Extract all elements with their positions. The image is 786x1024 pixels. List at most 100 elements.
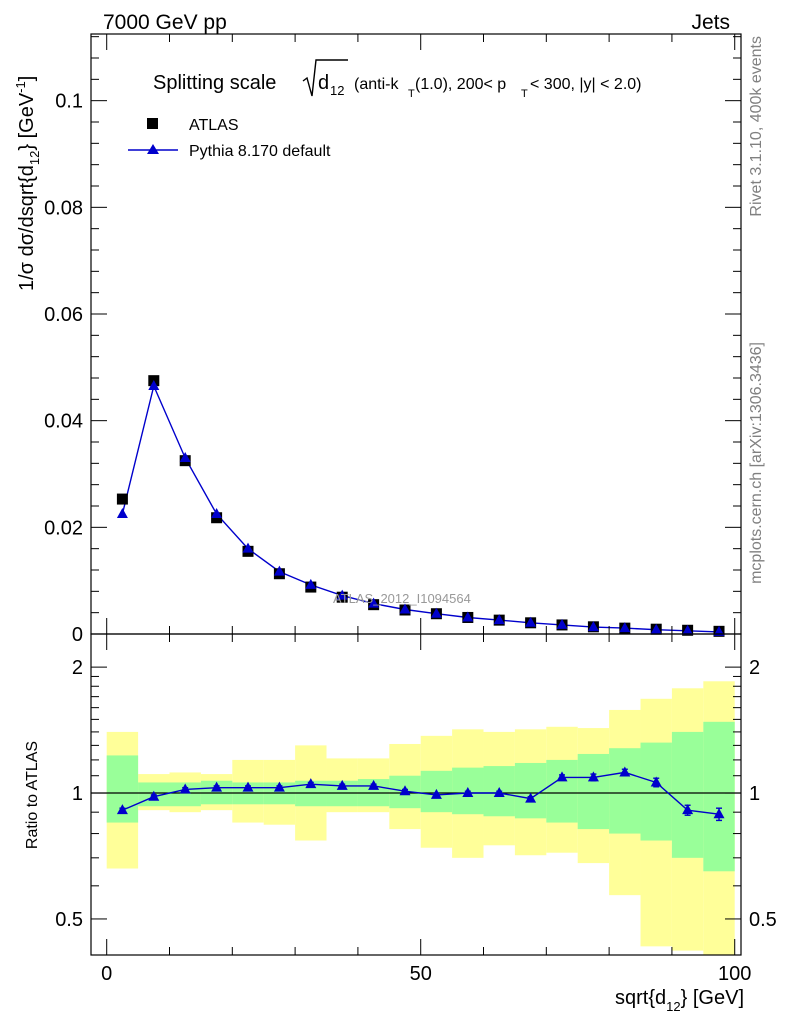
pythia-point [650,623,662,634]
title-cut-mid: (1.0), 200< p [415,76,506,93]
ratio-point [242,781,254,792]
ratio-point [713,808,725,819]
main-ytick-label: 0.04 [44,411,83,433]
pythia-point [336,589,348,600]
legend-mc-label: Pythia 8.170 default [189,143,331,160]
ylabel-part-b: } [GeV [16,92,38,150]
atlas-point [116,493,128,505]
pythia-point [587,621,599,632]
main-ytick-label: 0.02 [44,517,83,539]
pythia-point [462,611,474,622]
legend: ATLAS Pythia 8.170 default [128,117,331,160]
main-panel: 0 0.02 0.04 0.06 0.08 0.1 Splitting scale d 1… [13,33,742,646]
pythia-point [682,624,694,635]
ratio-ytick-label: 0.5 [55,909,83,931]
pythia-point [116,508,128,518]
mcplots-label: mcplots.cern.ch [arXiv:1306.3436] [748,342,765,584]
title-var: d [318,72,329,94]
ylabel-part-a: 1/σ dσ/dsqrt{d [16,165,38,291]
header-jets: Jets [691,11,730,34]
band-inner-bin [703,721,735,872]
ratio-panel: 0.5 0.51 12 20 50 100 Ratio to ATLAS sqrt{d12… [24,633,777,1014]
main-ylabel: 1/σ dσ/dsqrt{d12} [GeV-1] [13,76,42,291]
main-ytick-label: 0 [72,624,83,646]
ratio-axes: 0.5 0.5 1 1 2 2 0 50 100 [55,634,777,985]
plot-title: Splitting scale d 12 (anti-k T (1.0), 20… [153,59,642,100]
ratio-ytick-label-right: 2 [749,657,760,679]
pythia-point [368,597,380,608]
ratio-point [336,779,348,790]
band-inner-bin [514,762,547,819]
main-ytick-label: 0.08 [44,197,83,219]
main-ytick-label: 0.1 [55,91,83,113]
ratio-point [368,779,380,790]
legend-atlas-marker [147,118,158,129]
ratio-marks [91,681,741,955]
ratio-point [305,778,317,789]
band-inner-bin [546,759,578,823]
ratio-xtick-label: 50 [410,963,432,985]
ratio-ytick-label-right: 1 [749,783,760,805]
pythia-point [430,607,442,618]
title-cut-post: < 300, |y| < 2.0) [530,76,642,93]
pythia-point [525,616,537,627]
main-marks [116,375,725,637]
ratio-point [650,776,662,787]
ratio-ytick-label: 1 [72,783,83,805]
ylabel-sub: 12 [27,151,42,165]
pythia-point [713,625,725,636]
ratio-point [211,781,223,792]
rivet-label: Rivet 3.1.10, 400k events [748,36,765,217]
ratio-point [619,766,631,777]
pythia-point [148,380,160,390]
ratio-frame [90,633,742,956]
pythia-point [556,618,568,629]
ratio-point [399,785,411,796]
ratio-point [179,783,191,794]
title-main: Splitting scale [153,72,276,94]
pythia-point [619,622,631,633]
pythia-point [273,565,285,576]
ratio-ytick-label-right: 0.5 [749,909,777,931]
analysis-watermark: ATLAS_2012_I1094564 [333,591,471,606]
pythia-point [211,508,223,518]
ratio-xlabel: sqrt{d12} [GeV] [615,987,744,1014]
ratio-point [587,771,599,782]
ratio-xtick-label: 0 [101,963,112,985]
pythia-point [305,578,317,589]
ratio-point [462,787,474,798]
ratio-line [122,771,720,815]
ylabel-part-c: ] [16,76,38,82]
main-ytick-label: 0.06 [44,304,83,326]
ratio-point [148,790,160,801]
header-energy: 7000 GeV pp [103,11,227,34]
ratio-point [525,792,537,803]
ratio-ylabel: Ratio to ATLAS [24,741,41,849]
ratio-point [493,787,505,798]
band-inner-bin [609,748,641,834]
title-cut-sub1: T [408,88,415,100]
ratio-point [682,804,694,815]
pythia-point [179,452,191,462]
ratio-point [556,771,568,782]
ratio-point [116,804,128,815]
legend-atlas-label: ATLAS [189,117,239,134]
title-cut-sub2: T [521,88,528,100]
xlabel-part-a: sqrt{d [615,987,666,1009]
ratio-ytick-label: 2 [72,657,83,679]
pythia-point [242,542,254,553]
title-cut-pre: (anti-k [354,76,399,93]
band-inner-bin [671,731,704,858]
band-inner-bin [577,753,610,830]
xlabel-sub: 12 [666,999,680,1014]
ratio-xtick-label: 100 [718,963,751,985]
ylabel-sup: -1 [13,81,28,93]
sqrt-sign [302,59,348,97]
pythia-point [399,603,411,614]
main-axes: 0 0.02 0.04 0.06 0.08 0.1 [44,34,741,646]
title-var-sub: 12 [330,83,344,98]
ratio-point [430,788,442,799]
pythia-point [493,614,505,625]
legend-mc-marker [147,144,159,154]
